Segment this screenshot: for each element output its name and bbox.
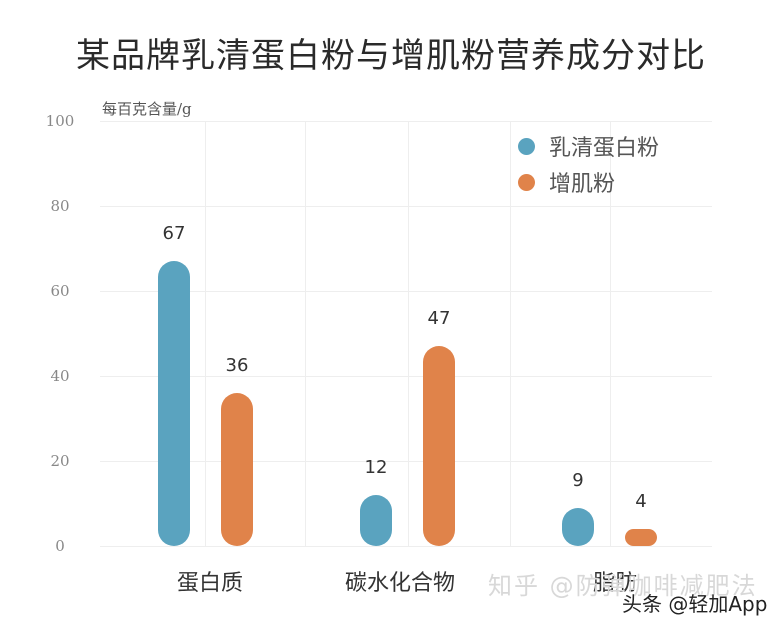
y-tick-label: 40 (50, 367, 70, 385)
watermark-zhihu: 知乎 @防弹咖啡减肥法 (488, 572, 758, 600)
y-tick-label: 80 (50, 197, 70, 215)
bar (158, 261, 190, 546)
bar-value-label: 47 (427, 308, 451, 330)
gridline (610, 121, 611, 546)
bar-value-label: 9 (572, 469, 584, 491)
legend-label: 乳清蛋白粉 (549, 136, 660, 161)
bar (423, 346, 455, 546)
gridline (100, 546, 712, 547)
gridline (100, 461, 712, 462)
legend: 乳清蛋白粉 增肌粉 (518, 128, 659, 200)
watermark-toutiao: 头条 @轻加App (622, 592, 768, 616)
y-axis-unit-label: 每百克含量/g (102, 100, 192, 118)
plot-area (100, 121, 712, 547)
bar-value-label: 12 (364, 457, 388, 478)
category-label: 碳水化合物 (344, 571, 455, 596)
bar (360, 495, 392, 546)
legend-dot-icon (518, 137, 535, 155)
gridline (305, 121, 306, 546)
legend-item-whey: 乳清蛋白粉 (518, 128, 659, 164)
category-label: 蛋白质 (176, 571, 243, 596)
y-tick-label: 60 (50, 282, 70, 300)
gridline (205, 121, 206, 546)
bar (221, 393, 253, 546)
y-tick-label: 0 (55, 537, 65, 555)
legend-item-gainer: 增肌粉 (518, 164, 659, 200)
gridline (100, 121, 712, 122)
gridline (408, 121, 409, 546)
chart-title: 某品牌乳清蛋白粉与增肌粉营养成分对比 (76, 36, 706, 76)
legend-dot-icon (518, 173, 535, 191)
bar (562, 507, 594, 546)
gridline (510, 121, 511, 546)
bar-value-label: 67 (162, 223, 186, 245)
gridline (100, 206, 712, 207)
gridline (100, 291, 712, 292)
y-tick-label: 100 (45, 112, 75, 130)
category-label: 脂肪 (592, 571, 637, 596)
bar-value-label: 4 (635, 491, 647, 512)
y-tick-label: 20 (50, 452, 70, 470)
bar-value-label: 36 (225, 355, 249, 376)
gridline (100, 376, 712, 377)
bar (625, 529, 657, 546)
legend-label: 增肌粉 (549, 172, 616, 197)
